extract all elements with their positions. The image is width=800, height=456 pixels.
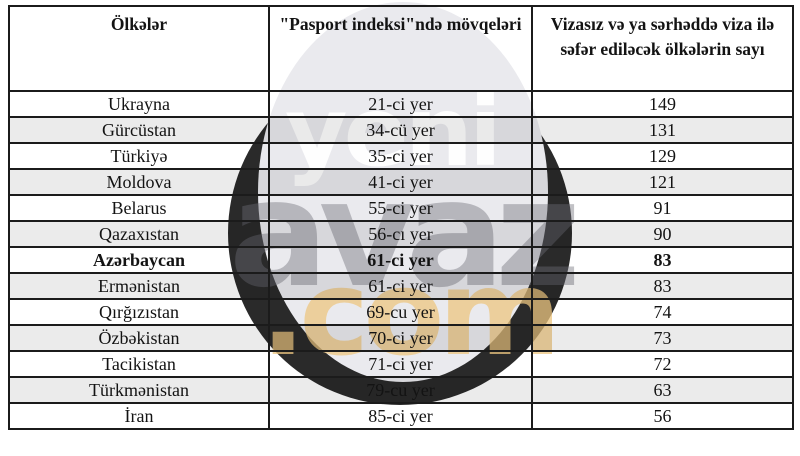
passport-index-table: Ölkələr "Pasport indeksi"ndə mövqeləri V… [8, 5, 794, 430]
table-row: Belarus 55-ci yer 91 [8, 194, 794, 222]
table-row: Qazaxıstan 56-cı yer 90 [8, 220, 794, 248]
column-header-visa-free-count: Vizasız və ya sərhəddə viza ilə səfər ed… [531, 5, 794, 92]
table-row: Moldova 41-ci yer 121 [8, 168, 794, 196]
header-row: Ölkələr "Pasport indeksi"ndə mövqeləri V… [8, 5, 794, 92]
cell-count: 90 [531, 220, 794, 248]
table-body: Ukrayna 21-ci yer 149 Gürcüstan 34-cü yer 131… [8, 90, 794, 430]
cell-count: 83 [531, 246, 794, 274]
cell-count: 91 [531, 194, 794, 222]
cell-country: Qazaxıstan [8, 220, 270, 248]
cell-position: 69-cu yer [268, 298, 533, 326]
cell-country: Azərbaycan [8, 246, 270, 274]
cell-count: 83 [531, 272, 794, 300]
cell-country: Ukrayna [8, 90, 270, 118]
cell-country: Moldova [8, 168, 270, 196]
cell-position: 21-ci yer [268, 90, 533, 118]
cell-count: 74 [531, 298, 794, 326]
cell-country: Gürcüstan [8, 116, 270, 144]
cell-position: 41-ci yer [268, 168, 533, 196]
cell-count: 149 [531, 90, 794, 118]
table-row: Ukrayna 21-ci yer 149 [8, 90, 794, 118]
cell-position: 85-ci yer [268, 402, 533, 430]
cell-count: 131 [531, 116, 794, 144]
cell-count: 56 [531, 402, 794, 430]
column-header-countries: Ölkələr [8, 5, 270, 92]
table-row: Ermənistan 61-ci yer 83 [8, 272, 794, 300]
cell-country: Türkiyə [8, 142, 270, 170]
cell-country: Ermənistan [8, 272, 270, 300]
cell-country: Tacikistan [8, 350, 270, 378]
cell-count: 129 [531, 142, 794, 170]
cell-country: Özbəkistan [8, 324, 270, 352]
table-row: Qırğızıstan 69-cu yer 74 [8, 298, 794, 326]
cell-position: 61-ci yer [268, 272, 533, 300]
table-row: Türkiyə 35-ci yer 129 [8, 142, 794, 170]
cell-position: 71-ci yer [268, 350, 533, 378]
cell-position: 70-ci yer [268, 324, 533, 352]
cell-position: 79-cu yer [268, 376, 533, 404]
cell-count: 63 [531, 376, 794, 404]
table-row: İran 85-ci yer 56 [8, 402, 794, 430]
cell-position: 56-cı yer [268, 220, 533, 248]
cell-position: 34-cü yer [268, 116, 533, 144]
cell-count: 72 [531, 350, 794, 378]
cell-position: 55-ci yer [268, 194, 533, 222]
cell-position: 61-ci yer [268, 246, 533, 274]
cell-country: İran [8, 402, 270, 430]
table-row: Türkmənistan 79-cu yer 63 [8, 376, 794, 404]
table-row: Gürcüstan 34-cü yer 131 [8, 116, 794, 144]
cell-count: 121 [531, 168, 794, 196]
cell-country: Qırğızıstan [8, 298, 270, 326]
cell-country: Belarus [8, 194, 270, 222]
table-row: Tacikistan 71-ci yer 72 [8, 350, 794, 378]
cell-position: 35-ci yer [268, 142, 533, 170]
cell-count: 73 [531, 324, 794, 352]
table-row: Azərbaycan 61-ci yer 83 [8, 246, 794, 274]
column-header-passport-index-position: "Pasport indeksi"ndə mövqeləri [268, 5, 533, 92]
cell-country: Türkmənistan [8, 376, 270, 404]
table-row: Özbəkistan 70-ci yer 73 [8, 324, 794, 352]
table-header: Ölkələr "Pasport indeksi"ndə mövqeləri V… [8, 5, 794, 92]
